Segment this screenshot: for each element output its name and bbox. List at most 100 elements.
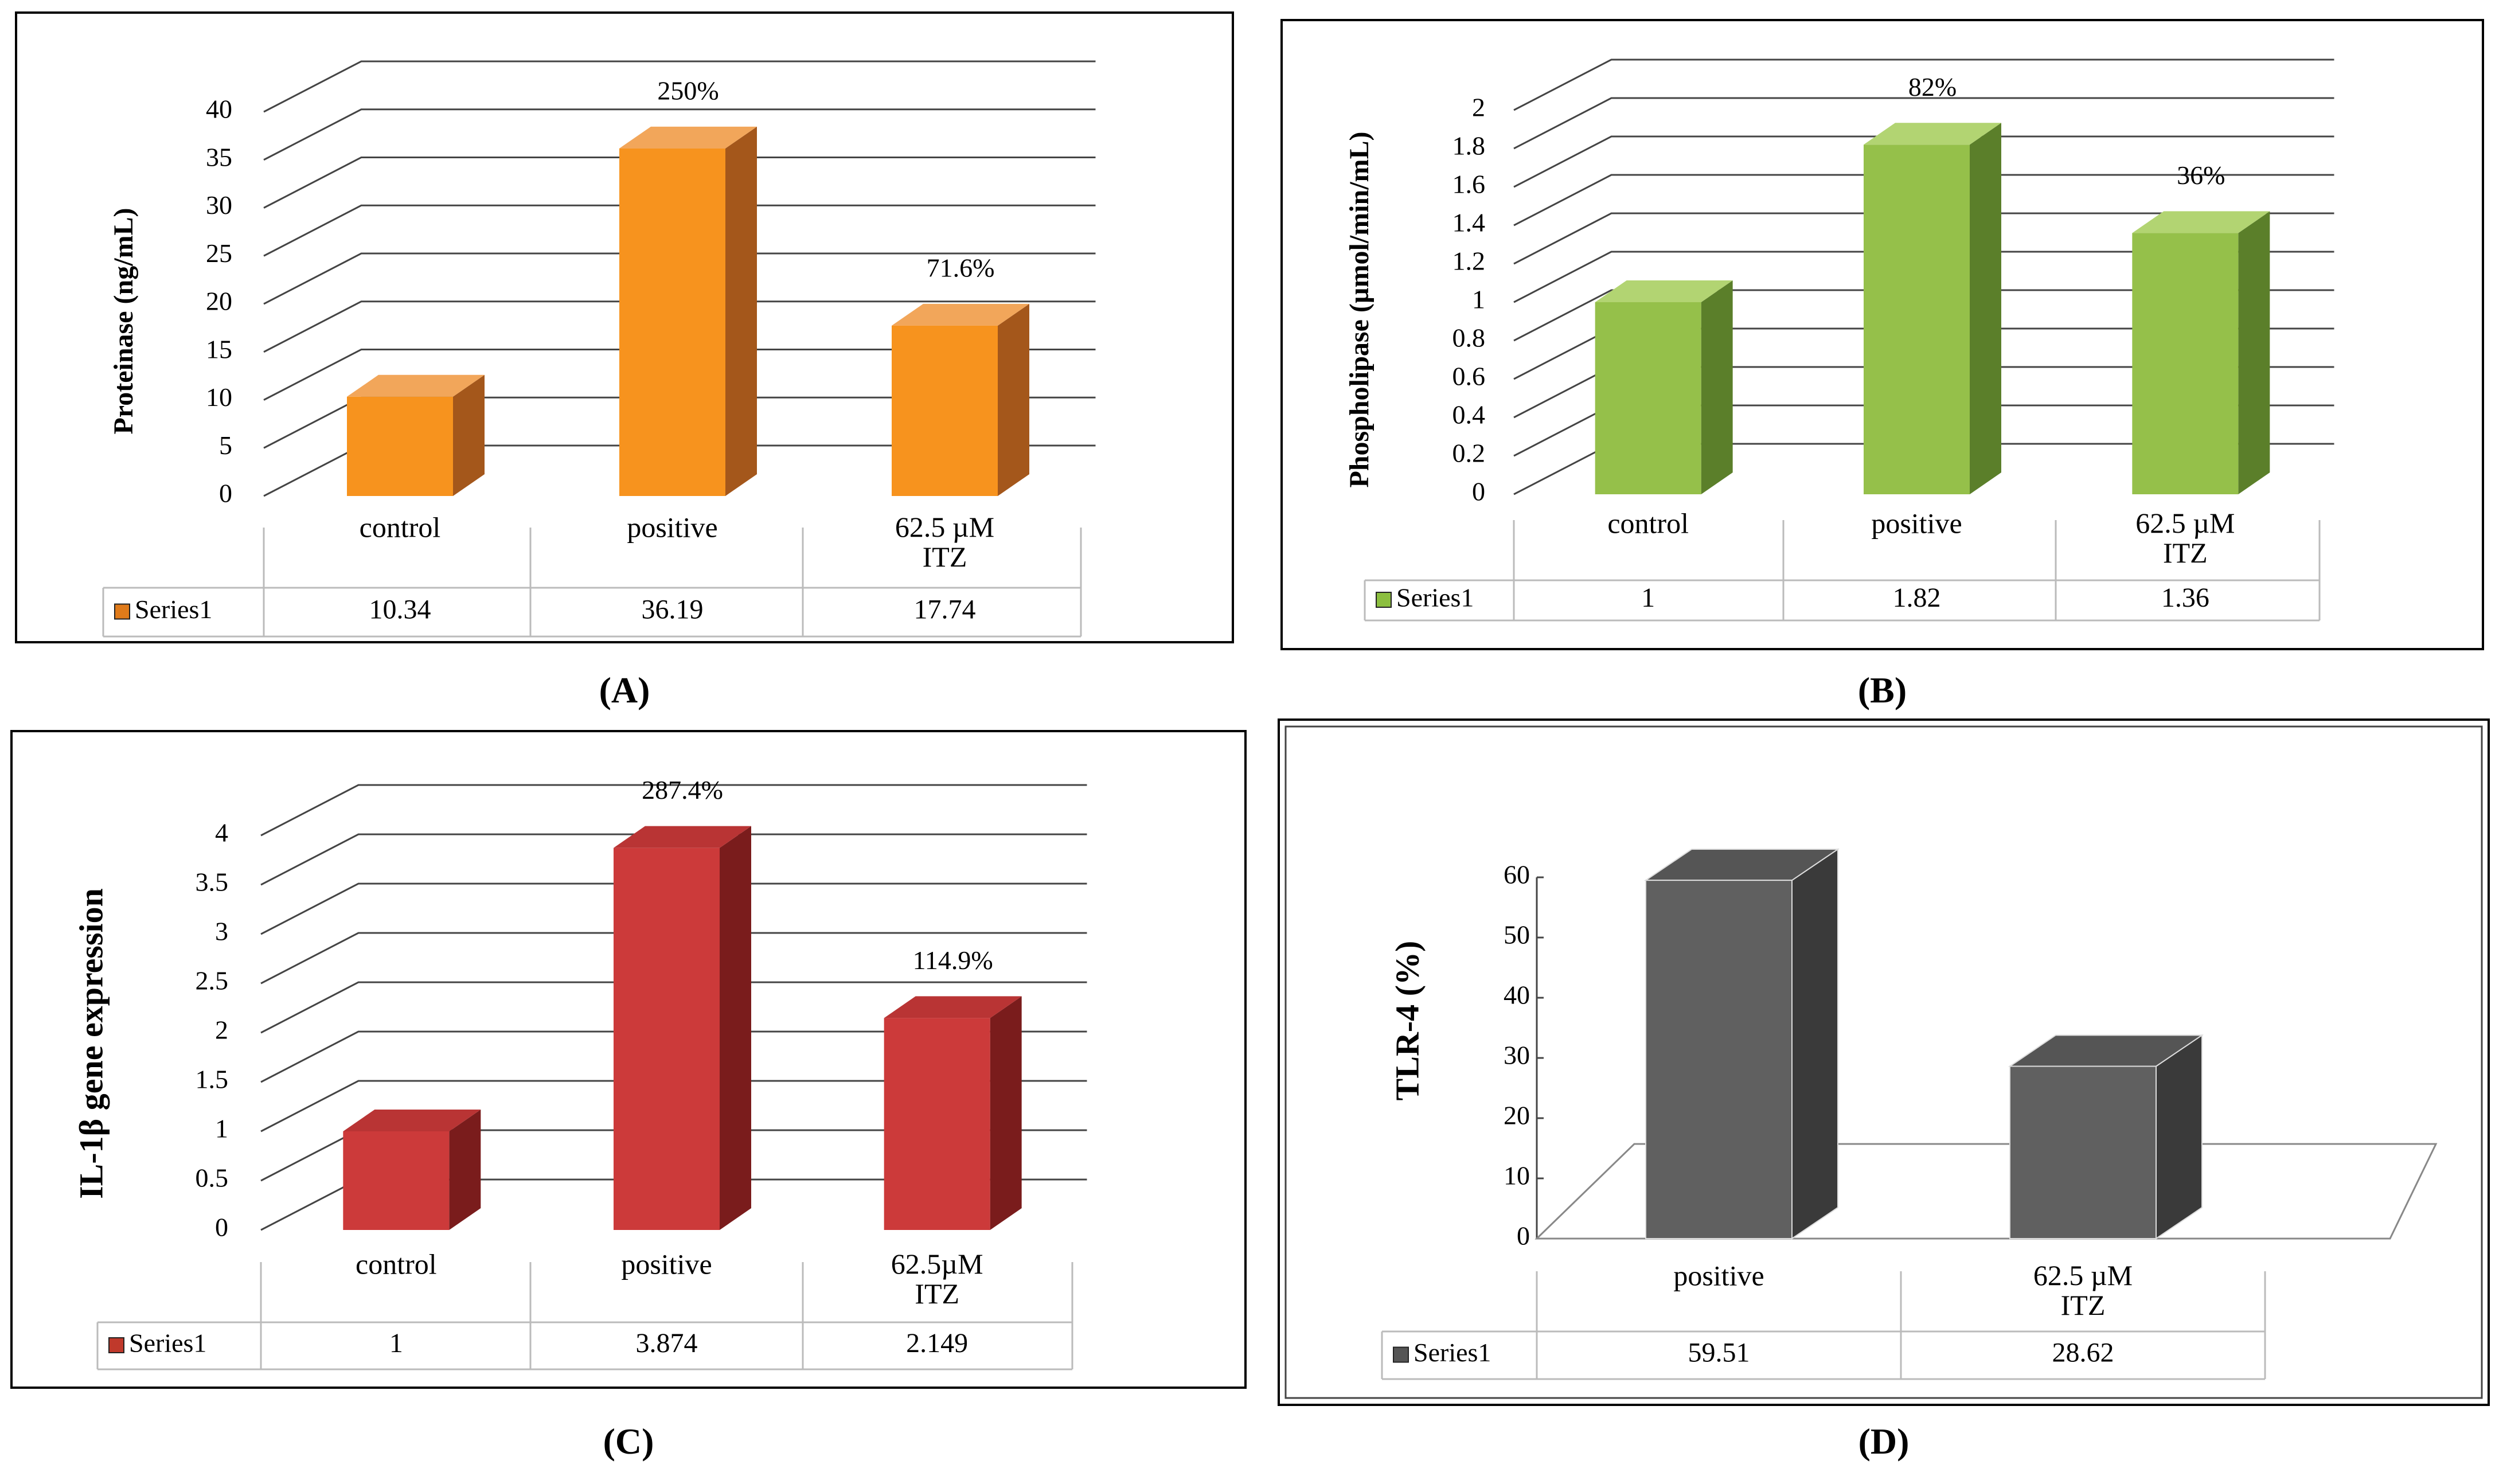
table-value: 17.74	[914, 595, 976, 625]
bar-front	[347, 396, 453, 496]
panel-letter: (D)	[1858, 1421, 1910, 1462]
panel-letter: (B)	[1858, 670, 1907, 710]
bar-top	[619, 126, 757, 149]
bar-1	[1643, 848, 1840, 1240]
table-value: 59.51	[1688, 1338, 1750, 1368]
bar-top	[343, 1110, 481, 1131]
bar-front	[2009, 1065, 2157, 1239]
y-tick-label: 50	[1504, 920, 1530, 950]
bar-top	[347, 374, 485, 397]
gridline	[1513, 135, 2334, 188]
bar-top	[1864, 123, 2001, 145]
bar-side	[720, 826, 751, 1230]
bar-side	[990, 996, 1022, 1230]
bar-side	[2238, 211, 2270, 494]
table-value: 28.62	[2052, 1338, 2114, 1368]
bar-side	[725, 126, 757, 496]
y-axis-label: TLR-4 (%)	[1388, 941, 1426, 1101]
y-tick-label: 2	[1472, 93, 1485, 122]
bar-2	[1864, 123, 2001, 495]
category-label-line: ITZ	[923, 541, 967, 573]
bar-side	[2156, 1034, 2203, 1240]
panel-border	[1280, 19, 2484, 650]
y-tick-label: 2	[215, 1016, 228, 1045]
panel-letter-text: D	[1871, 1421, 1897, 1462]
y-tick-label: 0.5	[196, 1163, 229, 1193]
bar-side	[998, 303, 1029, 496]
category-label-line: 62.5µM	[891, 1248, 983, 1280]
panel-border	[1278, 718, 2490, 1406]
category-label: positive	[627, 511, 717, 543]
gridline	[1513, 289, 2334, 342]
data-table: control 1 positive 3.874 62.5µM ITZ 2.149 Serie…	[96, 1248, 1073, 1370]
gridline	[260, 981, 1087, 1034]
gridline	[1513, 58, 2334, 111]
y-tick-label: 35	[206, 142, 232, 171]
y-tick-label: 40	[1504, 981, 1530, 1010]
y-tick-label: 30	[1504, 1041, 1530, 1070]
y-tick-label: 0.8	[1452, 323, 1486, 353]
category-label: 62.5µM ITZ	[891, 1248, 983, 1310]
table-value: 1.36	[2161, 583, 2209, 613]
category-label: control	[1607, 507, 1689, 539]
y-tick-label: 1	[215, 1114, 228, 1143]
panel-letter-paren: )	[1895, 670, 1907, 710]
gridline	[263, 108, 1096, 161]
category-label: positive	[1871, 507, 1962, 539]
bar-3	[2132, 211, 2270, 494]
y-tick-label: 60	[1504, 860, 1530, 889]
panel-inner-border	[1284, 725, 2483, 1399]
table-value: 2.149	[906, 1328, 968, 1358]
bar-3	[884, 996, 1022, 1230]
category-label: control	[356, 1248, 437, 1280]
data-table: control 10.34 positive 36.19 62.5 µM ITZ 17.74…	[102, 511, 1082, 638]
bar-front	[884, 1018, 990, 1230]
panel-letter-text: C	[615, 1421, 642, 1462]
table-value: 3.874	[636, 1328, 698, 1358]
chart-panel-d: 0 10 20 30 40 50 60 positive 59.51 62.5 µM ITZ 28.6…	[1278, 718, 2490, 1462]
gridline	[1513, 251, 2334, 303]
bar-1	[347, 374, 485, 496]
y-tick-label: 1.4	[1452, 208, 1486, 237]
data-table: positive 59.51 62.5 µM ITZ 28.62 Series1	[1381, 1259, 2266, 1380]
bar-front	[343, 1131, 450, 1230]
gridline	[263, 157, 1096, 209]
gridline	[263, 252, 1096, 305]
y-tick-label: 3	[215, 917, 228, 946]
legend-swatch	[114, 603, 130, 620]
data-table: control 1 positive 1.82 62.5 µM ITZ 1.36 Series…	[1364, 507, 2321, 622]
category-label-line: ITZ	[2061, 1289, 2106, 1321]
y-tick-label: 10	[206, 382, 232, 412]
panel-border	[10, 730, 1247, 1389]
panel-letter-paren: (	[603, 1421, 615, 1462]
bar-1	[343, 1110, 481, 1230]
panel-letter-paren: )	[1897, 1421, 1909, 1462]
bar-top	[614, 826, 751, 848]
y-axis-label: IL-1β gene expression	[72, 888, 110, 1199]
table-value: 10.34	[369, 595, 431, 625]
bar-front	[1645, 880, 1793, 1239]
y-axis-label: Proteinase (ng/mL)	[108, 208, 139, 434]
y-tick-label: 1.2	[1452, 247, 1486, 276]
bar-2	[2008, 1034, 2204, 1240]
gridline	[260, 1030, 1087, 1083]
bar-front	[614, 848, 720, 1230]
category-label-line: ITZ	[915, 1278, 959, 1310]
bar-front	[2132, 233, 2239, 494]
category-label: 62.5 µM ITZ	[2135, 507, 2235, 569]
gridline	[263, 204, 1096, 257]
panel-letter-text: B	[1870, 670, 1895, 710]
legend-series-name: Series1	[129, 1329, 206, 1358]
table-value: 1	[1641, 583, 1655, 613]
bar-annotation: 287.4%	[642, 775, 723, 805]
bar-1	[1595, 280, 1733, 494]
y-tick-label: 0	[219, 479, 232, 508]
category-label-line: ITZ	[2163, 537, 2208, 569]
y-tick-label: 0	[1517, 1221, 1530, 1251]
gridline	[263, 349, 1096, 401]
y-tick-label: 2.5	[196, 966, 229, 995]
y-tick-label: 20	[1504, 1101, 1530, 1130]
y-tick-label: 0.6	[1452, 362, 1486, 391]
y-tick-label: 1.6	[1452, 170, 1486, 199]
